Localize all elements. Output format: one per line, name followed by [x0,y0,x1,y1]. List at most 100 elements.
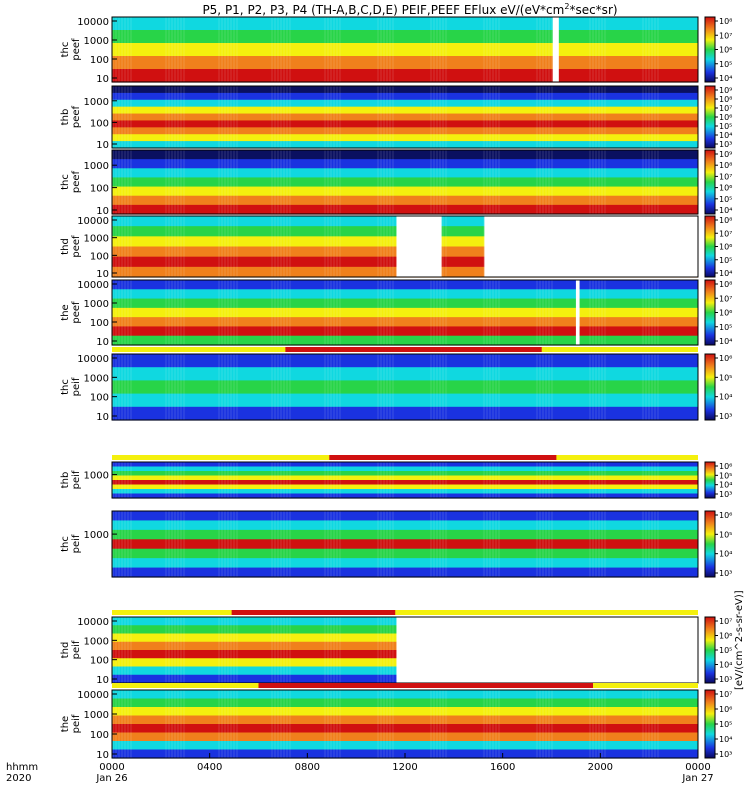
colorbar-tick-label: 10³ [719,412,732,421]
spectrogram-texture [489,280,491,345]
spectrogram-texture [380,354,382,420]
spectrogram-texture [283,354,285,420]
spectrogram-texture [271,511,273,577]
spectrogram-band [112,335,698,346]
spectrogram-texture [289,280,291,345]
spectrogram-texture [645,462,647,498]
spectrogram-texture [492,86,494,148]
spectrogram-texture [542,17,544,82]
spectrogram-texture [280,280,282,345]
spectrogram-band [112,539,698,550]
spectrogram-texture [233,86,235,148]
spectrogram-texture [433,511,435,577]
colorbar-tick-label: 10⁸ [719,95,732,104]
colorbar [704,85,716,149]
spectrogram-texture [124,354,126,420]
page-title: P5, P1, P2, P3, P4 (TH-A,B,C,D,E) PEIF,P… [202,2,618,17]
spectrogram-texture [286,690,288,758]
spectrogram-texture [551,150,553,214]
spectrogram-texture [180,150,182,214]
spectrogram-texture [124,280,126,345]
y-axis-label: peef [71,38,82,61]
spectrogram-texture [495,150,497,214]
spectrogram-texture [336,17,338,82]
spectrogram-band [112,195,698,206]
spectrogram-texture [389,617,391,683]
spectrogram-texture [651,462,653,498]
spectrogram-texture [115,617,117,683]
spectrogram-texture [380,617,382,683]
spectrogram-texture [442,280,444,345]
colorbar-tick-label: 10⁵ [719,122,732,131]
spectrogram-texture [165,17,167,82]
spectrogram-texture [430,462,432,498]
spectrogram-texture [171,17,173,82]
spectrogram-texture [218,690,220,758]
spectrogram-texture [283,617,285,683]
spectrogram-texture [333,354,335,420]
spectrogram-texture [230,150,232,214]
y-tick-label: 10 [96,750,109,761]
spectrogram-texture [177,511,179,577]
spectrogram-texture [121,617,123,683]
x-tick-label: 0000 [685,762,710,773]
spectrogram-texture [445,462,447,498]
spectrogram-texture [542,150,544,214]
data-gap [396,617,698,683]
spectrogram-texture [383,462,385,498]
spectrogram-texture [177,150,179,214]
colorbar-tick-label: 10⁸ [719,161,732,170]
spectrogram-texture [274,354,276,420]
spectrogram-texture [536,511,538,577]
spectrogram-texture [289,690,291,758]
spectrogram-texture [171,617,173,683]
spectrogram-texture [433,86,435,148]
spectrogram-texture [657,17,659,82]
spectrogram-band [112,529,698,540]
spectrogram-texture [230,280,232,345]
spectrogram-texture [289,511,291,577]
spectrogram-texture [218,86,220,148]
colorbar [704,510,716,578]
spectrogram-texture [280,462,282,498]
spectrogram-texture [654,150,656,214]
spectrogram-texture [380,462,382,498]
spectrogram-texture [274,17,276,82]
y-tick-label: 100 [90,184,109,195]
spectrogram-texture [339,511,341,577]
spectrogram-texture [604,690,606,758]
spectrogram-band [112,690,698,700]
spectrogram-texture [439,462,441,498]
spectrogram-texture [339,150,341,214]
spectrogram-texture [648,354,650,420]
colorbar-tick-label: 10⁷ [719,617,732,626]
spectrogram-texture [221,17,223,82]
spectrogram-texture [445,690,447,758]
spectrogram-texture [601,280,603,345]
y-tick-label: 1000 [84,710,109,721]
spectrogram-texture [598,462,600,498]
spectrogram-texture [327,216,329,277]
spectrogram-texture [112,690,114,758]
spectrogram-texture [330,511,332,577]
spectrogram-texture [330,617,332,683]
spectrogram-texture [339,280,341,345]
spectrogram-texture [439,86,441,148]
spectrogram-texture [118,617,120,683]
colorbar-tick-label: 10⁸ [719,17,732,26]
y-tick-label: 1000 [84,97,109,108]
spectrogram-texture [327,150,329,214]
spectrogram-texture [433,462,435,498]
spectrogram-texture [601,150,603,214]
spectrogram-texture [127,216,129,277]
spectrogram-texture [168,511,170,577]
spectrogram-texture [171,216,173,277]
spectrogram-texture [489,86,491,148]
spectrogram-texture [495,280,497,345]
spectrogram-texture [389,511,391,577]
spectrogram-texture [283,216,285,277]
spectrogram-texture [121,150,123,214]
spectrogram-texture [274,617,276,683]
spectrogram-band [112,475,698,481]
